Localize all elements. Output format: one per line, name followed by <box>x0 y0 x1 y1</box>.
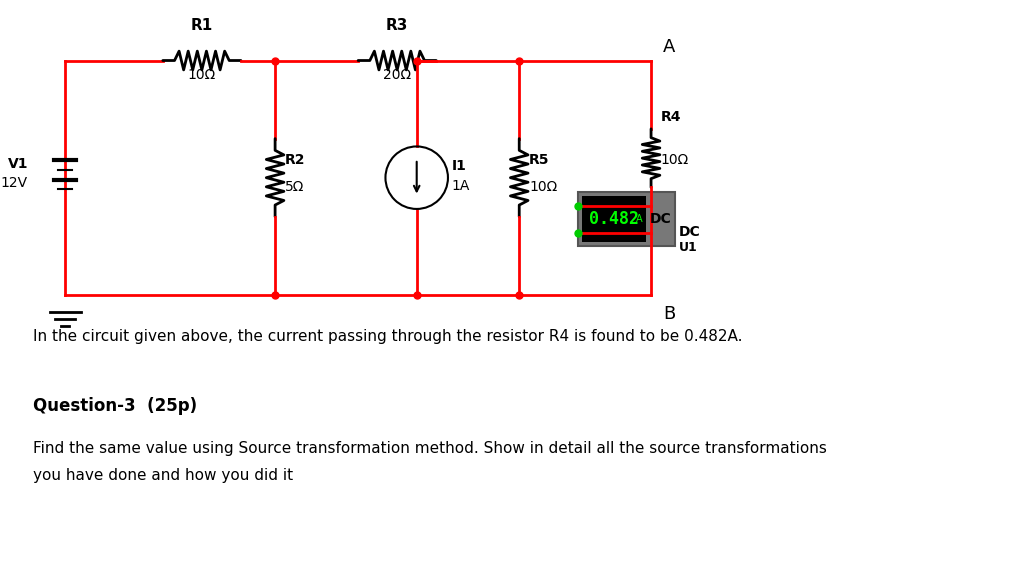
Text: DC: DC <box>650 212 671 226</box>
Text: I1: I1 <box>451 159 467 173</box>
Text: A: A <box>663 38 676 56</box>
Text: R2: R2 <box>285 153 306 167</box>
Text: 1A: 1A <box>451 178 470 192</box>
Text: 12V: 12V <box>1 175 28 189</box>
Text: R4: R4 <box>661 110 682 124</box>
Text: 10Ω: 10Ω <box>529 181 557 195</box>
Text: 5Ω: 5Ω <box>285 181 305 195</box>
Text: 10Ω: 10Ω <box>661 153 689 167</box>
Text: Question-3  (25p): Question-3 (25p) <box>33 397 197 415</box>
Text: 0.482: 0.482 <box>589 210 639 228</box>
Text: B: B <box>663 305 675 323</box>
Text: R1: R1 <box>191 18 213 33</box>
Text: U1: U1 <box>679 241 697 254</box>
Text: 10Ω: 10Ω <box>188 68 216 82</box>
Text: Find the same value using Source transformation method. Show in detail all the s: Find the same value using Source transfo… <box>33 441 826 456</box>
Text: you have done and how you did it: you have done and how you did it <box>33 468 293 483</box>
Text: In the circuit given above, the current passing through the resistor R4 is found: In the circuit given above, the current … <box>33 329 743 344</box>
FancyBboxPatch shape <box>582 196 647 242</box>
Text: DC: DC <box>679 225 700 239</box>
Text: V1: V1 <box>7 157 28 171</box>
Text: R3: R3 <box>386 18 408 33</box>
Text: A: A <box>635 214 643 224</box>
Text: 20Ω: 20Ω <box>383 68 411 82</box>
Text: R5: R5 <box>529 153 550 167</box>
FancyBboxPatch shape <box>577 192 676 246</box>
